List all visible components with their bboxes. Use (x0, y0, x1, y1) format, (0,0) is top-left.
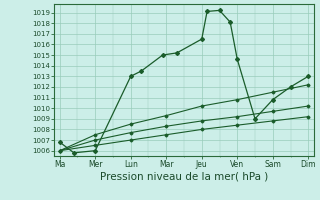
X-axis label: Pression niveau de la mer( hPa ): Pression niveau de la mer( hPa ) (100, 172, 268, 182)
